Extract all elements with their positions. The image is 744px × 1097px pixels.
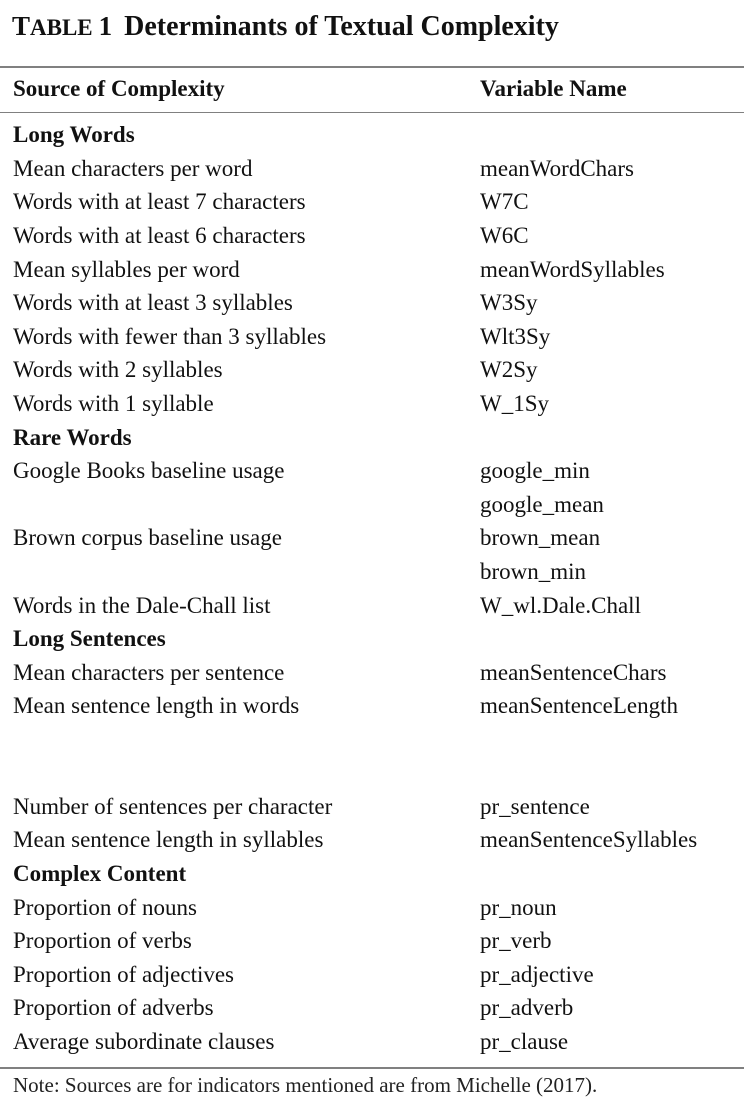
variable-cell: W6C [480, 223, 529, 248]
source-cell: Words in the Dale-Chall list [13, 593, 271, 618]
variable-cell: brown_min [480, 559, 587, 584]
table-label: TABLE [12, 11, 93, 41]
source-cell: Words with 2 syllables [13, 357, 223, 382]
table-number: 1 [98, 11, 113, 41]
table-row: Mean characters per word meanWordChars [0, 152, 744, 186]
section-title: Complex Content [13, 861, 187, 886]
source-cell: Proportion of verbs [13, 928, 192, 953]
variable-cell: W3Sy [480, 290, 538, 315]
variable-cell: W_1Sy [480, 391, 549, 416]
source-cell: Words with fewer than 3 syllables [13, 324, 327, 349]
source-cell: Mean characters per sentence [13, 660, 285, 685]
table-row: Words with at least 7 characters W7C [0, 185, 744, 219]
table-row: Words with 2 syllables W2Sy [0, 353, 744, 387]
variable-cell: meanSentenceSyllables [480, 827, 698, 852]
variable-cell: meanWordSyllables [480, 257, 665, 282]
table-row: Mean syllables per word meanWordSyllables [0, 253, 744, 287]
header-rule [0, 112, 744, 113]
source-cell: Google Books baseline usage [13, 458, 285, 483]
variable-cell: pr_adverb [480, 995, 574, 1020]
source-cell: Words with at least 6 characters [13, 223, 306, 248]
variable-cell: pr_noun [480, 895, 557, 920]
table-row: Proportion of verbs pr_verb [0, 924, 744, 958]
bottom-rule [0, 1067, 744, 1069]
table-row: Mean sentence length in words meanSentenc… [0, 689, 744, 723]
variable-cell: google_min [480, 458, 590, 483]
table-row: google_mean [0, 488, 744, 522]
source-cell: Words with at least 7 characters [13, 189, 306, 214]
table-row: Proportion of nouns pr_noun [0, 891, 744, 925]
table-row: Words with fewer than 3 syllables Wlt3Sy [0, 320, 744, 354]
table-row: Brown corpus baseline usage brown_mean [0, 521, 744, 555]
table-row: Average subordinate clauses pr_clause [0, 1025, 744, 1059]
table-row: Words in the Dale-Chall list W_wl.Dale.Ch… [0, 589, 744, 623]
table-label-rest: ABLE [30, 15, 93, 40]
variable-cell: pr_clause [480, 1029, 569, 1054]
table-title-text: Determinants of Textual Complexity [124, 11, 559, 42]
section-header-row: Complex Content [0, 857, 744, 891]
source-cell: Brown corpus baseline usage [13, 525, 282, 550]
table-note: Note: Sources are for indicators mention… [13, 1073, 598, 1097]
source-cell: Mean characters per word [13, 156, 253, 181]
table-row: Proportion of adjectives pr_adjective [0, 958, 744, 992]
section-header-row: Rare Words [0, 421, 744, 455]
table-title: TABLE 1 Determinants of Textual Complexity [12, 6, 559, 46]
section-header-row: Long Words [0, 118, 744, 152]
table-row: Mean characters per sentence meanSentence… [0, 656, 744, 690]
variable-cell: meanWordChars [480, 156, 634, 181]
section-title: Long Words [13, 122, 135, 147]
variable-cell: brown_mean [480, 525, 601, 550]
variable-cell: W_wl.Dale.Chall [480, 593, 641, 618]
variable-cell: Wlt3Sy [480, 324, 551, 349]
source-cell: Mean sentence length in words [13, 693, 300, 718]
variable-cell: pr_sentence [480, 794, 590, 819]
variable-cell: W2Sy [480, 357, 538, 382]
table-row: Mean sentence length in syllables meanSen… [0, 823, 744, 857]
variable-cell: meanSentenceChars [480, 660, 667, 685]
source-cell: Words with at least 3 syllables [13, 290, 293, 315]
source-cell: Mean sentence length in syllables [13, 827, 324, 852]
source-cell: Number of sentences per character [13, 794, 333, 819]
section-title: Rare Words [13, 425, 132, 450]
variable-cell: W7C [480, 189, 529, 214]
source-cell: Mean syllables per word [13, 257, 240, 282]
source-cell: Words with 1 syllable [13, 391, 214, 416]
column-header-source: Source of Complexity [13, 76, 225, 101]
source-cell: Proportion of adverbs [13, 995, 214, 1020]
variable-cell: pr_verb [480, 928, 552, 953]
source-cell: Proportion of nouns [13, 895, 197, 920]
table-row: Words with at least 3 syllables W3Sy [0, 286, 744, 320]
table-row: Words with at least 6 characters W6C [0, 219, 744, 253]
source-cell: Proportion of adjectives [13, 962, 235, 987]
table-row: brown_min [0, 555, 744, 589]
section-header-row: Long Sentences [0, 622, 744, 656]
variable-cell: pr_adjective [480, 962, 594, 987]
source-cell: Average subordinate clauses [13, 1029, 275, 1054]
column-header-variable: Variable Name [480, 76, 627, 101]
table-row: Words with 1 syllable W_1Sy [0, 387, 744, 421]
table-row: Proportion of adverbs pr_adverb [0, 991, 744, 1025]
table-row: Google Books baseline usage google_min [0, 454, 744, 488]
variable-cell: meanSentenceLength [480, 693, 678, 718]
table-label-initial: T [12, 11, 31, 41]
top-rule [0, 66, 744, 68]
variable-cell: google_mean [480, 492, 604, 517]
section-title: Long Sentences [13, 626, 166, 651]
table-row: Number of sentences per character pr_sent… [0, 790, 744, 824]
